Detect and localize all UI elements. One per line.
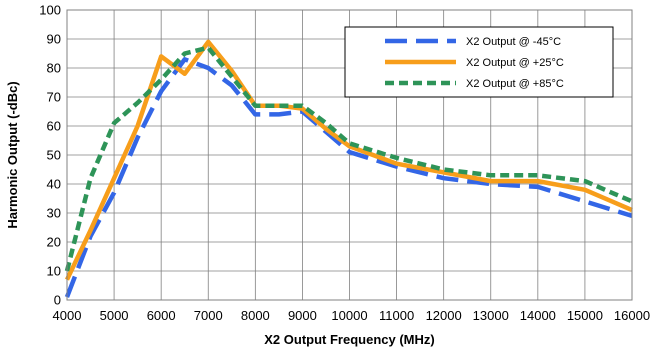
legend-items: X2 Output @ -45°C X2 Output @ +25°C X2 Out… (385, 36, 564, 90)
y-tick-label: 40 (47, 177, 61, 192)
y-tick-label: 30 (47, 206, 61, 221)
y-tick-label: 60 (47, 119, 61, 134)
x-tick-label: 11000 (379, 308, 414, 323)
tick-labels: 0 10 20 30 40 50 60 70 80 90 100 4000 5000 6000 7000 80… (39, 3, 650, 324)
y-tick-label: 70 (47, 90, 61, 105)
x-tick-label: 4000 (53, 308, 82, 323)
x-tick-label: 9000 (288, 308, 317, 323)
x-tick-label: 16000 (614, 308, 650, 323)
legend-label: X2 Output @ +25°C (466, 57, 564, 69)
y-tick-label: 20 (47, 235, 61, 250)
x-tick-label: 12000 (426, 308, 462, 323)
y-tick-label: 100 (39, 3, 61, 18)
y-tick-label: 50 (47, 148, 61, 163)
x-tick-label: 14000 (520, 308, 556, 323)
y-tick-label: 10 (47, 264, 61, 279)
series-lines (64, 39, 633, 298)
x-tick-label: 15000 (567, 308, 603, 323)
series-line (64, 57, 633, 298)
y-tick-label: 80 (47, 61, 61, 76)
x-tick-label: 8000 (241, 308, 270, 323)
y-axis-title: Harmonic Output (-dBc) (5, 81, 20, 228)
y-tick-label: 0 (54, 293, 61, 308)
series-line (64, 39, 633, 281)
x-tick-label: 7000 (194, 308, 223, 323)
legend-label: X2 Output @ -45°C (466, 36, 561, 48)
x-axis-title: X2 Output Frequency (MHz) (264, 332, 434, 347)
y-tick-label: 90 (47, 32, 61, 47)
legend-label: X2 Output @ +85°C (466, 78, 564, 90)
legend: X2 Output @ -45°C X2 Output @ +25°C X2 Out… (344, 26, 614, 98)
x-tick-label: 5000 (100, 308, 129, 323)
x-tick-label: 13000 (473, 308, 509, 323)
series-line (64, 45, 633, 272)
x-tick-label: 10000 (331, 308, 367, 323)
x-tick-label: 6000 (147, 308, 176, 323)
plot-area-border (66, 9, 633, 301)
gridlines (67, 10, 632, 300)
